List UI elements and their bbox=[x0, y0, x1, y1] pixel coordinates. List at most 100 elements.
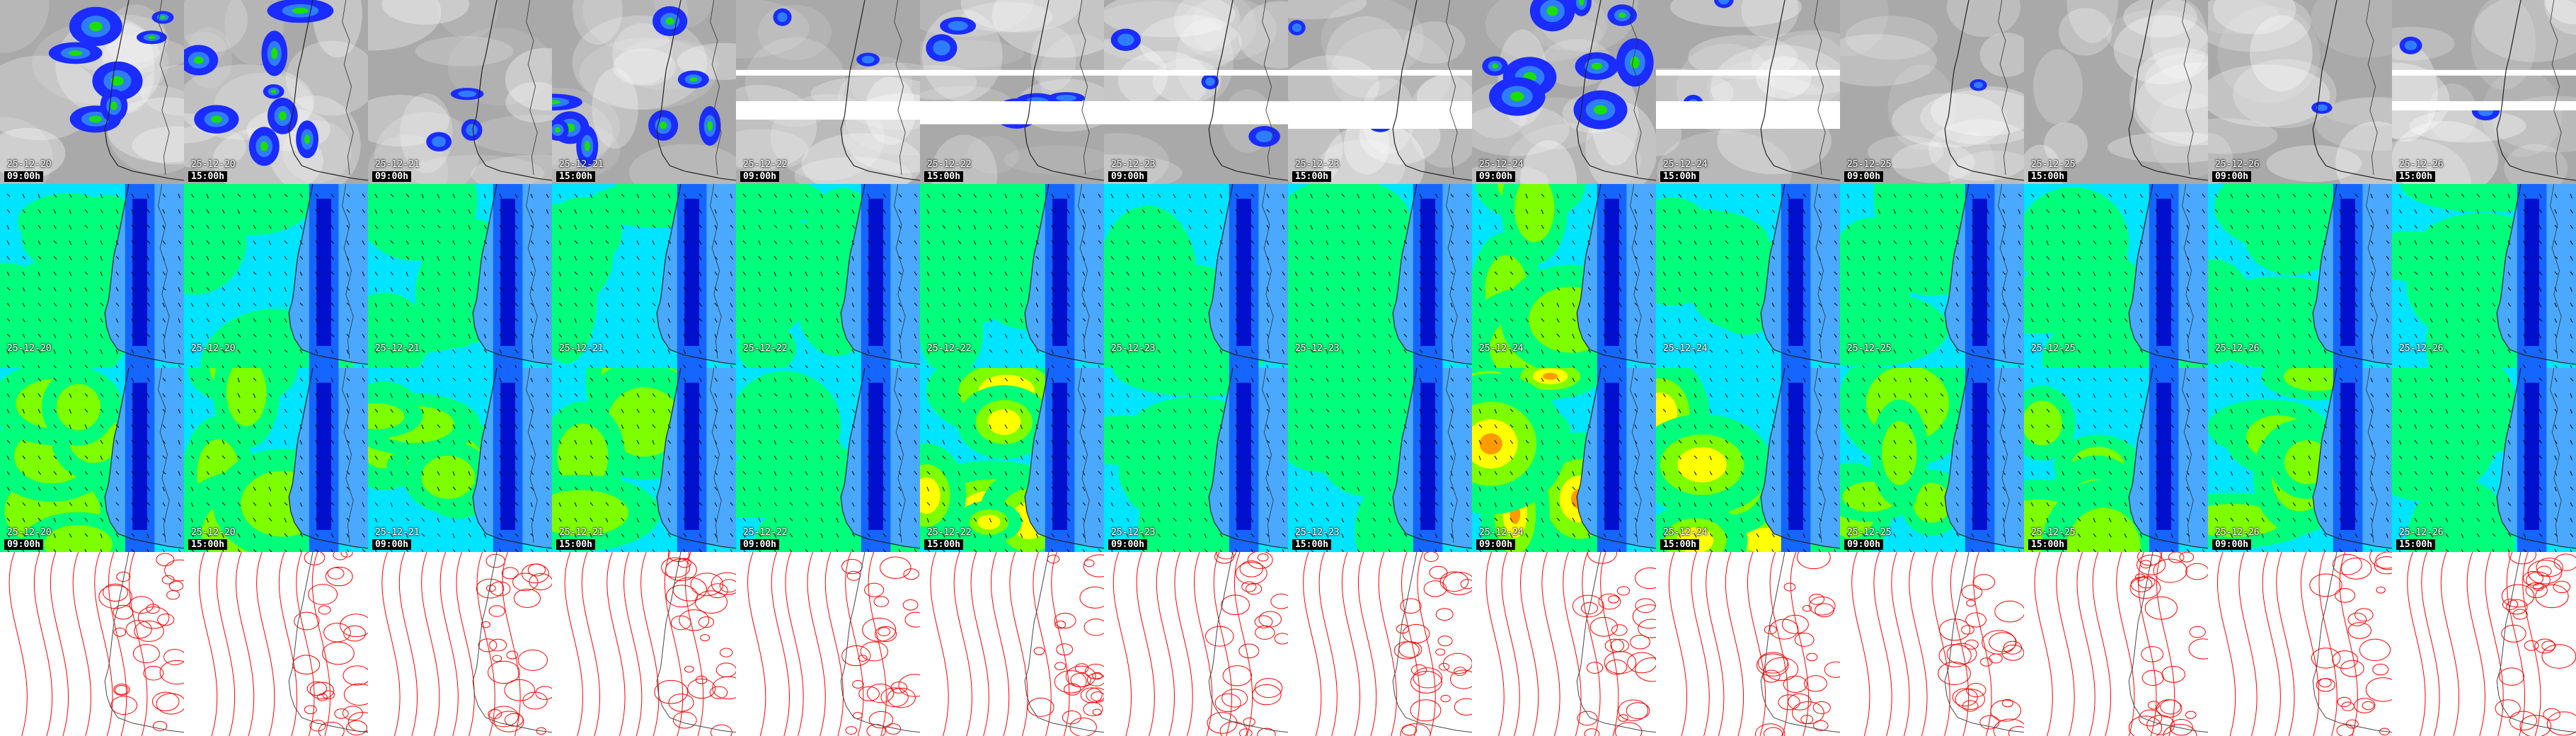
precipitation-map-graphic bbox=[1104, 0, 1288, 184]
gust-map-panel: 25-12-26 15:00h bbox=[2392, 368, 2576, 552]
wind-map-graphic bbox=[2208, 184, 2392, 368]
gust-map-graphic bbox=[736, 368, 920, 552]
forecast-date-label: 25-12-25 bbox=[1847, 343, 1892, 354]
wind-map-graphic bbox=[1288, 184, 1472, 368]
gust-map-panel: 25-12-21 15:00h bbox=[552, 368, 736, 552]
gust-map-graphic bbox=[0, 368, 184, 552]
forecast-time-label: 09:00h bbox=[1844, 539, 1883, 550]
forecast-time-label: 09:00h bbox=[1108, 171, 1147, 182]
forecast-date-label: 25-12-22 bbox=[743, 527, 788, 538]
precipitation-map-panel: 25-12-26 15:00h bbox=[2392, 0, 2576, 184]
forecast-date-label: 25-12-25 bbox=[1847, 527, 1892, 538]
gust-map-panel: 25-12-22 15:00h bbox=[920, 368, 1104, 552]
pressure-map-panel bbox=[1840, 552, 2024, 736]
forecast-time-label: 09:00h bbox=[1844, 171, 1883, 182]
precipitation-map-panel: 25-12-20 15:00h bbox=[184, 0, 368, 184]
forecast-date-label: 25-12-26 bbox=[2399, 343, 2444, 354]
gust-map-panel: 25-12-21 09:00h bbox=[368, 368, 552, 552]
forecast-time-label: 15:00h bbox=[556, 539, 595, 550]
forecast-date-label: 25-12-25 bbox=[1847, 159, 1892, 170]
forecast-date-label: 25-12-20 bbox=[191, 527, 236, 538]
pressure-map-panel bbox=[736, 552, 920, 736]
pressure-map-panel bbox=[1472, 552, 1656, 736]
wind-map-panel: 25-12-20 bbox=[0, 184, 184, 368]
gust-map-graphic bbox=[2392, 368, 2576, 552]
forecast-time-label: 09:00h bbox=[4, 539, 43, 550]
wind-map-panel: 25-12-22 bbox=[736, 184, 920, 368]
pressure-map-panel bbox=[0, 552, 184, 736]
forecast-date-label: 25-12-20 bbox=[7, 159, 52, 170]
wind-map-graphic bbox=[368, 184, 552, 368]
pressure-map-panel bbox=[920, 552, 1104, 736]
gust-map-graphic bbox=[1656, 368, 1840, 552]
gust-map-panel: 25-12-25 15:00h bbox=[2024, 368, 2208, 552]
precipitation-map-graphic bbox=[2024, 0, 2208, 184]
forecast-time-label: 15:00h bbox=[2396, 539, 2435, 550]
forecast-date-label: 25-12-20 bbox=[191, 343, 236, 354]
forecast-date-label: 25-12-21 bbox=[375, 527, 420, 538]
forecast-date-label: 25-12-26 bbox=[2215, 343, 2260, 354]
precipitation-map-graphic bbox=[920, 0, 1104, 184]
precipitation-map-graphic bbox=[1840, 0, 2024, 184]
gust-map-graphic bbox=[184, 368, 368, 552]
forecast-date-label: 25-12-24 bbox=[1479, 159, 1524, 170]
pressure-map-graphic bbox=[2024, 552, 2208, 736]
wind-map-graphic bbox=[1840, 184, 2024, 368]
forecast-time-label: 15:00h bbox=[556, 171, 595, 182]
wind-map-graphic bbox=[1656, 184, 1840, 368]
pressure-map-graphic bbox=[0, 552, 184, 736]
forecast-time-label: 15:00h bbox=[1292, 539, 1331, 550]
gust-map-graphic bbox=[920, 368, 1104, 552]
wind-map-graphic bbox=[552, 184, 736, 368]
forecast-date-label: 25-12-21 bbox=[375, 343, 420, 354]
pressure-map-panel bbox=[368, 552, 552, 736]
pressure-map-graphic bbox=[2208, 552, 2392, 736]
gust-map-panel: 25-12-24 09:00h bbox=[1472, 368, 1656, 552]
wind-map-panel: 25-12-23 bbox=[1288, 184, 1472, 368]
forecast-date-label: 25-12-25 bbox=[2031, 159, 2076, 170]
forecast-date-label: 25-12-24 bbox=[1663, 159, 1708, 170]
gust-map-panel: 25-12-20 09:00h bbox=[0, 368, 184, 552]
gust-map-graphic bbox=[2208, 368, 2392, 552]
pressure-map-graphic bbox=[920, 552, 1104, 736]
forecast-date-label: 25-12-22 bbox=[743, 343, 788, 354]
forecast-time-label: 09:00h bbox=[740, 539, 779, 550]
forecast-time-label: 15:00h bbox=[2028, 171, 2067, 182]
wind-map-panel: 25-12-25 bbox=[2024, 184, 2208, 368]
wind-map-panel: 25-12-21 bbox=[368, 184, 552, 368]
forecast-date-label: 25-12-23 bbox=[1295, 159, 1340, 170]
forecast-time-label: 09:00h bbox=[1476, 171, 1515, 182]
forecast-date-label: 25-12-24 bbox=[1663, 343, 1708, 354]
forecast-date-label: 25-12-21 bbox=[559, 343, 604, 354]
forecast-date-label: 25-12-21 bbox=[375, 159, 420, 170]
wind-map-graphic bbox=[2024, 184, 2208, 368]
forecast-date-label: 25-12-24 bbox=[1479, 343, 1524, 354]
wind-map-graphic bbox=[2392, 184, 2576, 368]
forecast-time-label: 09:00h bbox=[372, 171, 411, 182]
forecast-date-label: 25-12-26 bbox=[2399, 159, 2444, 170]
forecast-time-label: 15:00h bbox=[924, 539, 963, 550]
wind-map-graphic bbox=[1104, 184, 1288, 368]
forecast-date-label: 25-12-22 bbox=[927, 159, 972, 170]
precipitation-map-panel: 25-12-23 15:00h bbox=[1288, 0, 1472, 184]
precipitation-map-panel: 25-12-22 09:00h bbox=[736, 0, 920, 184]
pressure-map-graphic bbox=[1840, 552, 2024, 736]
gust-map-panel: 25-12-23 09:00h bbox=[1104, 368, 1288, 552]
precipitation-map-graphic bbox=[368, 0, 552, 184]
gust-map-panel: 25-12-20 15:00h bbox=[184, 368, 368, 552]
forecast-time-label: 15:00h bbox=[2028, 539, 2067, 550]
pressure-map-graphic bbox=[1104, 552, 1288, 736]
forecast-date-label: 25-12-20 bbox=[7, 527, 52, 538]
wind-map-graphic bbox=[1472, 184, 1656, 368]
pressure-map-graphic bbox=[2392, 552, 2576, 736]
gust-map-panel: 25-12-25 09:00h bbox=[1840, 368, 2024, 552]
forecast-date-label: 25-12-23 bbox=[1295, 527, 1340, 538]
forecast-time-label: 09:00h bbox=[372, 539, 411, 550]
precipitation-map-graphic bbox=[1288, 0, 1472, 184]
wind-map-panel: 25-12-24 bbox=[1472, 184, 1656, 368]
pressure-map-graphic bbox=[1656, 552, 1840, 736]
forecast-time-label: 09:00h bbox=[1108, 539, 1147, 550]
forecast-date-label: 25-12-25 bbox=[2031, 527, 2076, 538]
wind-map-panel: 25-12-22 bbox=[920, 184, 1104, 368]
